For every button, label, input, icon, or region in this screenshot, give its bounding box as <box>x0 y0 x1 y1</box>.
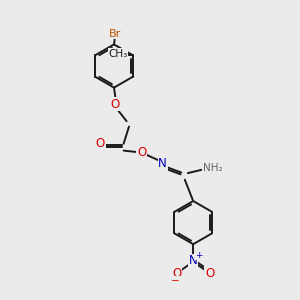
Text: O: O <box>172 267 181 280</box>
Text: N: N <box>189 254 198 267</box>
Text: +: + <box>195 251 202 260</box>
Text: O: O <box>96 137 105 150</box>
Text: N: N <box>158 157 167 170</box>
Text: O: O <box>137 146 146 159</box>
Text: NH₂: NH₂ <box>203 163 222 173</box>
Text: CH₃: CH₃ <box>108 49 127 59</box>
Text: O: O <box>111 98 120 111</box>
Text: Br: Br <box>110 29 122 39</box>
Text: −: − <box>171 276 180 286</box>
Text: O: O <box>205 267 214 280</box>
